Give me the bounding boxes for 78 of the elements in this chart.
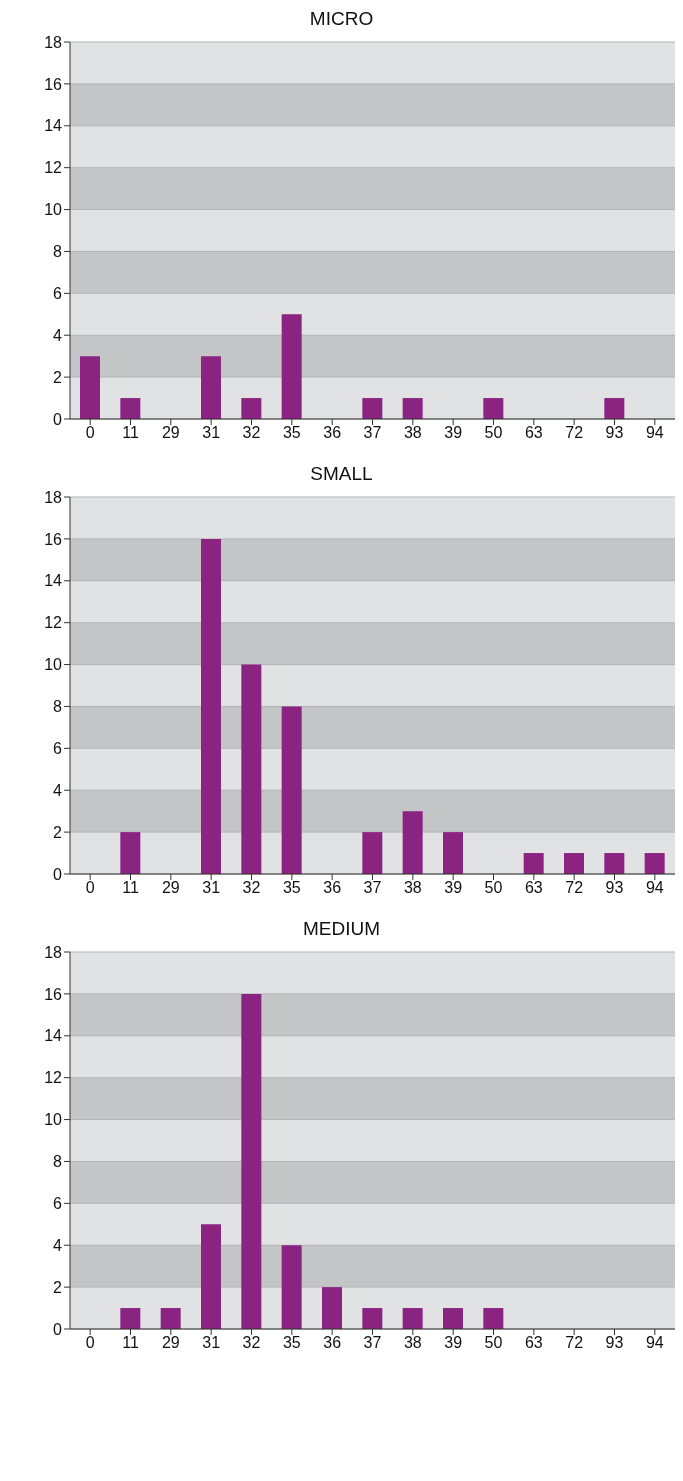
- x-tick-label: 37: [363, 1334, 382, 1352]
- chart-title: SMALL: [309, 463, 374, 486]
- y-tick-label: 12: [44, 1069, 63, 1087]
- x-tick-label: 50: [484, 424, 503, 442]
- x-tick-label: 29: [161, 424, 180, 442]
- x-tick-label: 63: [524, 1334, 543, 1352]
- x-tick-label: 94: [645, 879, 664, 897]
- y-tick-label: 0: [53, 1320, 63, 1338]
- x-tick-label: 63: [524, 424, 543, 442]
- y-tick-label: 18: [44, 488, 63, 506]
- x-tick-label: 93: [605, 879, 624, 897]
- x-tick-label: 32: [242, 424, 261, 442]
- y-tick-label: 8: [53, 698, 63, 716]
- x-tick-label: 35: [282, 1334, 301, 1352]
- x-tick-label: 72: [565, 424, 584, 442]
- x-tick-label: 39: [444, 1334, 463, 1352]
- y-tick-label: 16: [44, 75, 63, 93]
- x-tick-label: 11: [122, 424, 139, 442]
- y-tick-label: 10: [44, 201, 63, 219]
- y-tick-label: 18: [44, 943, 63, 961]
- y-tick-label: 6: [53, 740, 63, 758]
- y-tick-label: 4: [53, 326, 63, 344]
- y-tick-label: 14: [44, 117, 63, 135]
- x-tick-label: 94: [645, 424, 664, 442]
- x-tick-label: 50: [484, 879, 503, 897]
- y-tick-label: 2: [53, 823, 63, 841]
- x-tick-label: 11: [122, 1334, 139, 1352]
- x-tick-label: 0: [85, 879, 95, 897]
- x-tick-label: 29: [161, 1334, 180, 1352]
- x-tick-label: 0: [85, 1334, 95, 1352]
- x-tick-label: 37: [363, 879, 382, 897]
- x-tick-label: 93: [605, 1334, 624, 1352]
- x-tick-label: 35: [282, 424, 301, 442]
- x-tick-label: 50: [484, 1334, 503, 1352]
- x-tick-label: 36: [323, 424, 342, 442]
- x-tick-label: 29: [161, 879, 180, 897]
- x-tick-label: 37: [363, 424, 382, 442]
- y-tick-label: 8: [53, 243, 63, 261]
- y-tick-label: 2: [53, 1278, 63, 1296]
- x-tick-label: 94: [645, 1334, 664, 1352]
- y-tick-label: 16: [44, 530, 63, 548]
- x-tick-label: 63: [524, 879, 543, 897]
- y-tick-label: 6: [53, 285, 63, 303]
- x-tick-label: 36: [323, 879, 342, 897]
- y-tick-label: 18: [44, 33, 63, 51]
- x-tick-label: 39: [444, 424, 463, 442]
- x-tick-label: 39: [444, 879, 463, 897]
- x-tick-label: 38: [403, 1334, 422, 1352]
- y-tick-label: 8: [53, 1153, 63, 1171]
- y-tick-label: 12: [44, 614, 63, 632]
- x-tick-label: 32: [242, 1334, 261, 1352]
- y-tick-label: 0: [53, 410, 63, 428]
- x-tick-label: 31: [202, 1334, 221, 1352]
- x-tick-label: 35: [282, 879, 301, 897]
- x-tick-label: 38: [403, 424, 422, 442]
- x-tick-label: 31: [202, 424, 221, 442]
- x-tick-label: 32: [242, 879, 261, 897]
- y-tick-label: 0: [53, 865, 63, 883]
- y-tick-label: 16: [44, 985, 63, 1003]
- x-tick-label: 36: [323, 1334, 342, 1352]
- x-tick-label: 11: [122, 879, 139, 897]
- y-tick-label: 12: [44, 159, 63, 177]
- y-tick-label: 10: [44, 1111, 63, 1129]
- y-tick-label: 14: [44, 1027, 63, 1045]
- y-tick-label: 2: [53, 368, 63, 386]
- x-tick-label: 72: [565, 879, 584, 897]
- y-tick-label: 14: [44, 572, 63, 590]
- y-tick-label: 4: [53, 781, 63, 799]
- x-tick-label: 93: [605, 424, 624, 442]
- x-tick-label: 31: [202, 879, 221, 897]
- x-tick-label: 0: [85, 424, 95, 442]
- y-tick-label: 6: [53, 1195, 63, 1213]
- y-tick-label: 4: [53, 1236, 63, 1254]
- x-tick-label: 38: [403, 879, 422, 897]
- chart-title: MEDIUM: [301, 918, 382, 941]
- chart-title: MICRO: [308, 8, 375, 31]
- y-tick-label: 10: [44, 656, 63, 674]
- x-tick-label: 72: [565, 1334, 584, 1352]
